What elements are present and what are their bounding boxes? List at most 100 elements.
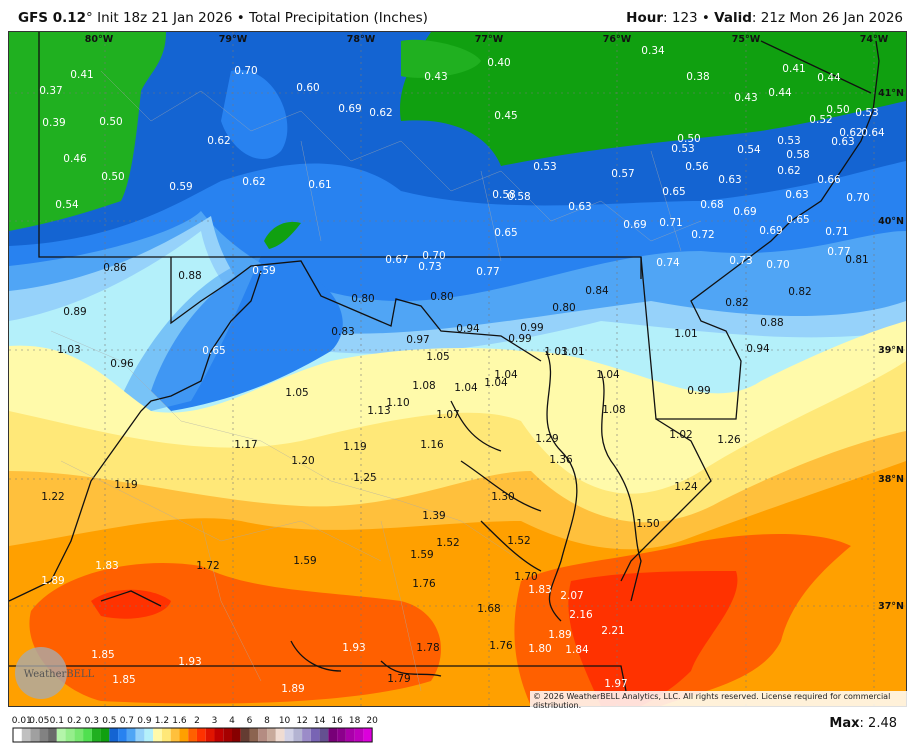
precip-value-label: 0.80 xyxy=(430,291,453,303)
precip-value-label: 0.50 xyxy=(101,171,124,183)
latitude-label: 38°N xyxy=(878,474,904,485)
precip-value-label: 1.05 xyxy=(285,387,308,399)
precip-value-label: 1.50 xyxy=(636,518,659,530)
legend-swatch xyxy=(74,728,84,742)
precip-value-label: 0.73 xyxy=(418,261,441,273)
legend-swatch xyxy=(267,728,276,742)
precip-value-label: 0.64 xyxy=(861,127,885,139)
precip-value-label: 0.71 xyxy=(825,226,848,238)
model-name: GFS 0.12 xyxy=(18,10,87,26)
precip-value-label: 0.63 xyxy=(785,189,808,201)
green-patch xyxy=(264,221,301,249)
precip-value-label: 0.44 xyxy=(817,72,841,84)
color-legend: 0.01 0.05 0.1 0.2 0.3 0.5 0.7 0.9 1.2 1.6 2 3 4 6 8 10 1… xyxy=(0,706,913,750)
legend-swatch xyxy=(337,728,346,742)
precip-value-label: 1.76 xyxy=(489,640,513,652)
precip-value-label: 1.22 xyxy=(41,491,64,503)
precipitation-map: 80°W 79°W 78°W 77°W 76°W 75°W 74°W 41°N 40°N 39°… xyxy=(8,31,907,707)
precip-value-label: 1.20 xyxy=(291,455,314,467)
legend-swatch xyxy=(48,728,57,742)
precip-value-label: 0.77 xyxy=(827,246,850,258)
precip-value-label: 0.58 xyxy=(492,189,515,201)
precip-value-label: 0.50 xyxy=(99,116,122,128)
precip-value-label: 0.82 xyxy=(788,286,811,298)
longitude-label: 79°W xyxy=(219,34,248,45)
longitude-label: 74°W xyxy=(860,34,889,45)
longitude-label: 80°W xyxy=(85,34,114,45)
legend-swatch xyxy=(188,728,197,742)
precip-value-label: 1.08 xyxy=(412,380,435,392)
precip-value-label: 1.93 xyxy=(342,642,365,654)
precip-value-label: 1.08 xyxy=(602,404,625,416)
precip-value-label: 0.43 xyxy=(734,92,757,104)
latitude-label: 41°N xyxy=(878,88,904,99)
precip-value-label: 1.03 xyxy=(544,346,567,358)
legend-swatch xyxy=(13,728,22,742)
precip-value-label: 1.76 xyxy=(412,578,436,590)
legend-svg: 0.010.05 0.1 0.2 0.3 0.5 0.7 0.9 1.2 1.6 2 3 4 6 8 10 1… xyxy=(12,716,378,743)
legend-swatch xyxy=(284,728,294,742)
hour-label: Hour xyxy=(626,10,664,26)
precip-value-label: 0.81 xyxy=(845,254,868,266)
precip-value-label: 1.83 xyxy=(95,560,118,572)
legend-swatch xyxy=(258,728,268,742)
precip-value-label: 1.02 xyxy=(669,429,692,441)
legend-swatch xyxy=(249,728,259,742)
precip-value-label: 0.80 xyxy=(351,293,374,305)
precip-value-label: 0.63 xyxy=(831,136,854,148)
precip-value-label: 0.62 xyxy=(242,176,265,188)
precip-value-label: 1.07 xyxy=(436,409,459,421)
precip-value-label: 0.65 xyxy=(494,227,517,239)
latitude-labels: 41°N 40°N 39°N 38°N 37°N xyxy=(878,88,904,612)
valid-time: Hour: 123 • Valid: 21z Mon 26 Jan 2026 xyxy=(626,10,903,26)
hour-value: : 123 • xyxy=(663,10,715,26)
precip-value-label: 1.52 xyxy=(507,535,530,547)
precip-value-label: 0.66 xyxy=(817,174,841,186)
precip-value-label: 1.78 xyxy=(416,642,439,654)
map-title: GFS 0.12° Init 18z 21 Jan 2026 • Total P… xyxy=(18,10,428,26)
precip-value-label: 1.79 xyxy=(387,673,410,685)
legend-label: 4 xyxy=(229,716,235,726)
precip-value-label: 0.46 xyxy=(63,153,87,165)
legend-label: 16 xyxy=(331,716,343,726)
legend-swatch xyxy=(302,728,311,742)
precip-value-label: 0.50 xyxy=(826,104,849,116)
legend-swatch xyxy=(83,728,92,742)
legend-swatch xyxy=(126,728,136,742)
precip-value-label: 1.72 xyxy=(196,560,219,572)
precip-value-label: 0.97 xyxy=(406,334,429,346)
legend-swatch xyxy=(363,728,373,742)
precip-value-label: 1.13 xyxy=(367,405,390,417)
max-number: : 2.48 xyxy=(859,716,897,731)
init-text: Init 18z 21 Jan 2026 • Total Precipitati… xyxy=(92,10,428,26)
precip-value-label: 0.69 xyxy=(623,219,646,231)
legend-label: 18 xyxy=(349,716,361,726)
precip-value-label: 0.70 xyxy=(422,250,445,262)
blue-tongue-outer xyxy=(111,256,261,421)
precip-value-label: 1.25 xyxy=(353,472,376,484)
precip-value-label: 0.40 xyxy=(487,57,510,69)
legend-label: 0.01 xyxy=(12,716,32,726)
precip-value-label: 1.19 xyxy=(343,441,366,453)
legend-swatch xyxy=(30,728,40,742)
precip-value-label: 0.52 xyxy=(809,114,832,126)
precip-value-label: 0.82 xyxy=(725,297,748,309)
legend-label: 0.05 xyxy=(29,716,49,726)
legend-swatch xyxy=(232,728,241,742)
precip-value-label: 1.80 xyxy=(528,643,551,655)
precip-value-label: 0.77 xyxy=(476,266,499,278)
precip-value-label: 0.69 xyxy=(733,206,756,218)
max-label: Max xyxy=(829,716,860,731)
precip-value-label: 0.41 xyxy=(70,69,93,81)
precip-value-label: 0.53 xyxy=(671,143,694,155)
precip-value-label: 0.54 xyxy=(55,199,79,211)
legend-swatch xyxy=(205,728,215,742)
precip-value-label: 0.73 xyxy=(729,255,752,267)
precip-value-label: 1.03 xyxy=(57,344,80,356)
legend-swatch xyxy=(293,728,303,742)
precip-value-label: 0.59 xyxy=(252,265,275,277)
precip-value-label: 0.71 xyxy=(659,217,682,229)
precip-value-label: 0.50 xyxy=(677,133,700,145)
precip-value-label: 0.43 xyxy=(424,71,447,83)
precip-value-label: 0.65 xyxy=(662,186,685,198)
